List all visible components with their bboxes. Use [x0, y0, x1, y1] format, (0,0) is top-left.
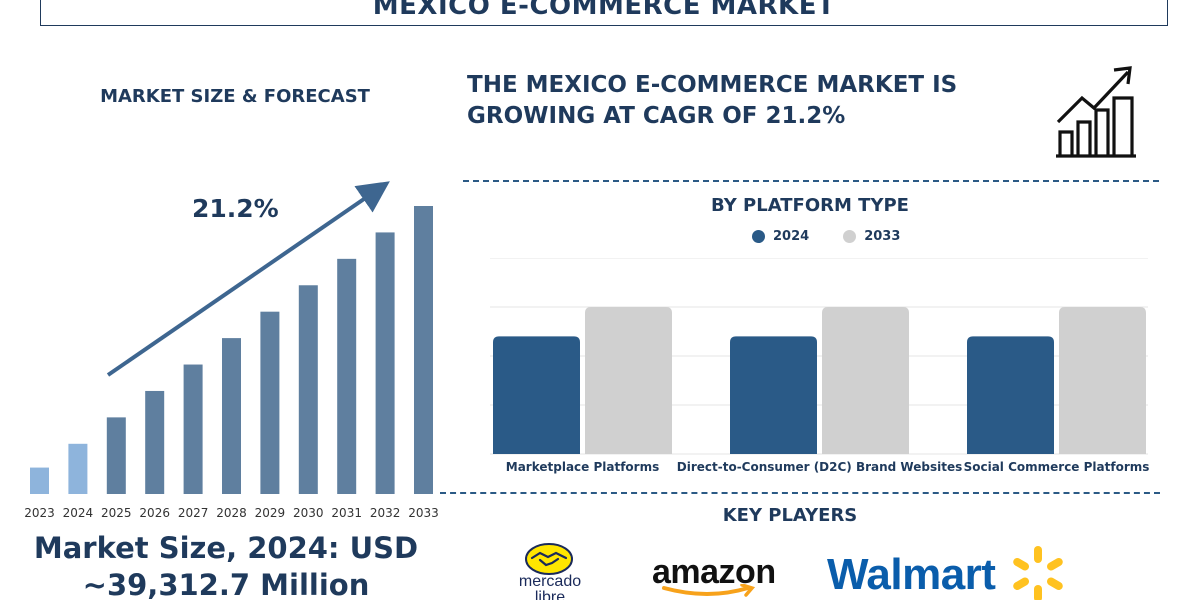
handshake-logo-icon — [525, 543, 573, 575]
title-banner: MEXICO E-COMMERCE MARKET — [40, 0, 1168, 26]
legend-swatch-2033 — [843, 230, 857, 243]
mercado-logo-line-1: mercado — [518, 573, 582, 590]
platform-bar-2024-1 — [730, 336, 817, 454]
forecast-bar-2028 — [222, 338, 241, 494]
forecast-tick-2030: 2030 — [293, 506, 324, 520]
market-size-heading: MARKET SIZE & FORECAST — [100, 86, 370, 107]
forecast-bar-2023 — [30, 467, 49, 494]
forecast-tick-2026: 2026 — [139, 506, 170, 520]
trend-arrow — [106, 181, 390, 377]
separator-top — [463, 180, 1159, 182]
legend-item-2033: 2033 — [843, 229, 900, 244]
headline-line-2: GROWING AT CAGR OF 21.2% — [467, 103, 846, 129]
platform-category-label: Direct-to-Consumer (D2C) Brand Websites — [677, 460, 963, 474]
platform-bar-2024-0 — [493, 336, 580, 454]
market-size-line-1: Market Size, 2024: USD — [33, 531, 419, 565]
forecast-bar-chart: 2023 2024 2025 2026 2027 2028 2029 2030 2031 2032… — [24, 181, 439, 520]
forecast-bar-2025 — [106, 417, 126, 494]
forecast-bar-2024 — [68, 443, 88, 494]
forecast-tick-2027: 2027 — [178, 506, 209, 520]
forecast-tick-2024: 2024 — [63, 506, 94, 520]
market-size-line-2: ~39,312.7 Million — [82, 568, 370, 600]
legend-label-2024: 2024 — [773, 229, 810, 244]
forecast-tick-2029: 2029 — [255, 506, 286, 520]
platform-bar-2033-1 — [822, 307, 909, 454]
forecast-bar-2026 — [145, 390, 165, 494]
amazon-smile-icon — [662, 584, 756, 597]
legend-item-2024: 2024 — [752, 229, 809, 244]
forecast-bar-2032 — [375, 232, 395, 494]
forecast-tick-2028: 2028 — [216, 506, 247, 520]
platform-legend: 2024 2033 — [752, 229, 934, 244]
platform-title: BY PLATFORM TYPE — [711, 195, 909, 216]
forecast-tick-2033: 2033 — [408, 506, 439, 520]
amazon-logo: amazon — [652, 553, 776, 591]
forecast-tick-2025: 2025 — [101, 506, 132, 520]
mercado-libre-logo: mercado libre — [510, 574, 590, 600]
key-players-title: KEY PLAYERS — [722, 505, 858, 526]
cagr-headline: THE MEXICO E-COMMERCE MARKET IS GROWING … — [467, 70, 1027, 132]
forecast-bar-2033 — [414, 206, 433, 494]
legend-swatch-2024 — [752, 230, 765, 243]
platform-bar-2024-2 — [967, 336, 1054, 454]
page-title: MEXICO E-COMMERCE MARKET — [372, 0, 836, 21]
forecast-tick-2023: 2023 — [24, 506, 55, 520]
cagr-annotation: 21.2% — [192, 194, 279, 223]
headline-line-1: THE MEXICO E-COMMERCE MARKET IS — [467, 72, 958, 98]
growth-chart-icon — [1056, 66, 1136, 158]
platform-category-label: Marketplace Platforms — [506, 460, 660, 474]
platform-bar-chart: Marketplace Platforms Direct-to-Consumer … — [490, 258, 1150, 474]
market-size-text: Market Size, 2024: USD ~39,312.7 Million — [0, 530, 452, 600]
separator-bottom — [440, 492, 1160, 494]
forecast-tick-2032: 2032 — [370, 506, 401, 520]
forecast-bar-2027 — [183, 364, 203, 494]
platform-bar-2033-0 — [585, 307, 672, 454]
walmart-logo: Walmart — [827, 550, 996, 599]
mercado-logo-line-2: libre — [534, 589, 566, 600]
forecast-bar-2029 — [260, 311, 280, 494]
platform-bar-2033-2 — [1059, 307, 1146, 454]
walmart-spark-icon — [1013, 546, 1063, 600]
platform-category-label: Social Commerce Platforms — [964, 460, 1150, 474]
legend-label-2033: 2033 — [864, 229, 901, 244]
forecast-bar-2031 — [337, 258, 357, 494]
forecast-tick-2031: 2031 — [331, 506, 362, 520]
forecast-bar-2030 — [298, 285, 318, 494]
